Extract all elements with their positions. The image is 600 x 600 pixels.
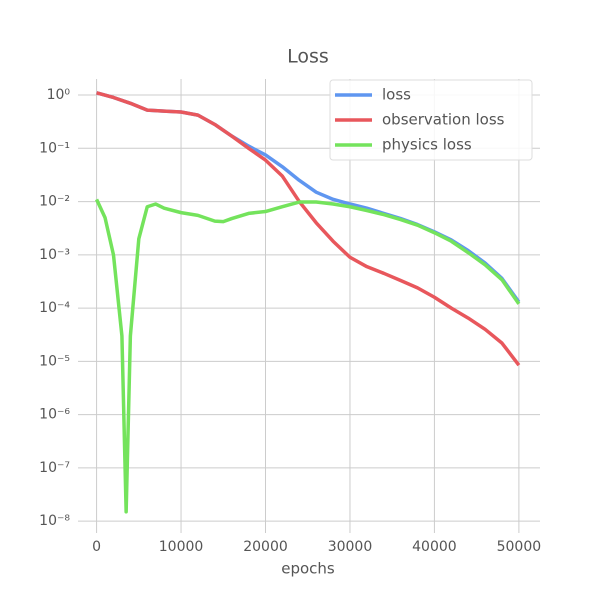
x-tick-label: 30000 [328,539,373,555]
y-tick-label: 10⁻⁸ [39,513,70,529]
y-tick-label: 10⁻⁵ [39,353,70,369]
x-tick-label: 0 [92,539,101,555]
x-tick-label: 40000 [412,539,457,555]
y-tick-label: 10⁰ [47,87,71,103]
y-tick-label: 10⁻⁷ [39,460,70,476]
y-tick-label: 10⁻³ [39,247,70,263]
x-tick-label: 50000 [497,539,542,555]
series-line [94,198,521,514]
x-axis-label: epochs [281,560,335,578]
legend-label: physics loss [382,136,472,154]
x-tick-label: 10000 [159,539,204,555]
y-tick-label: 10⁻¹ [39,140,70,156]
series-line [96,91,521,367]
legend-label: loss [382,86,411,104]
legend-box [329,79,533,161]
y-tick-label: 10⁻⁶ [39,407,70,423]
y-tick-label: 10⁻⁴ [39,300,70,316]
chart-title: Loss [287,46,329,68]
y-tick-label: 10⁻² [39,194,70,210]
x-tick-label: 20000 [243,539,288,555]
legend-label: observation loss [382,111,505,129]
